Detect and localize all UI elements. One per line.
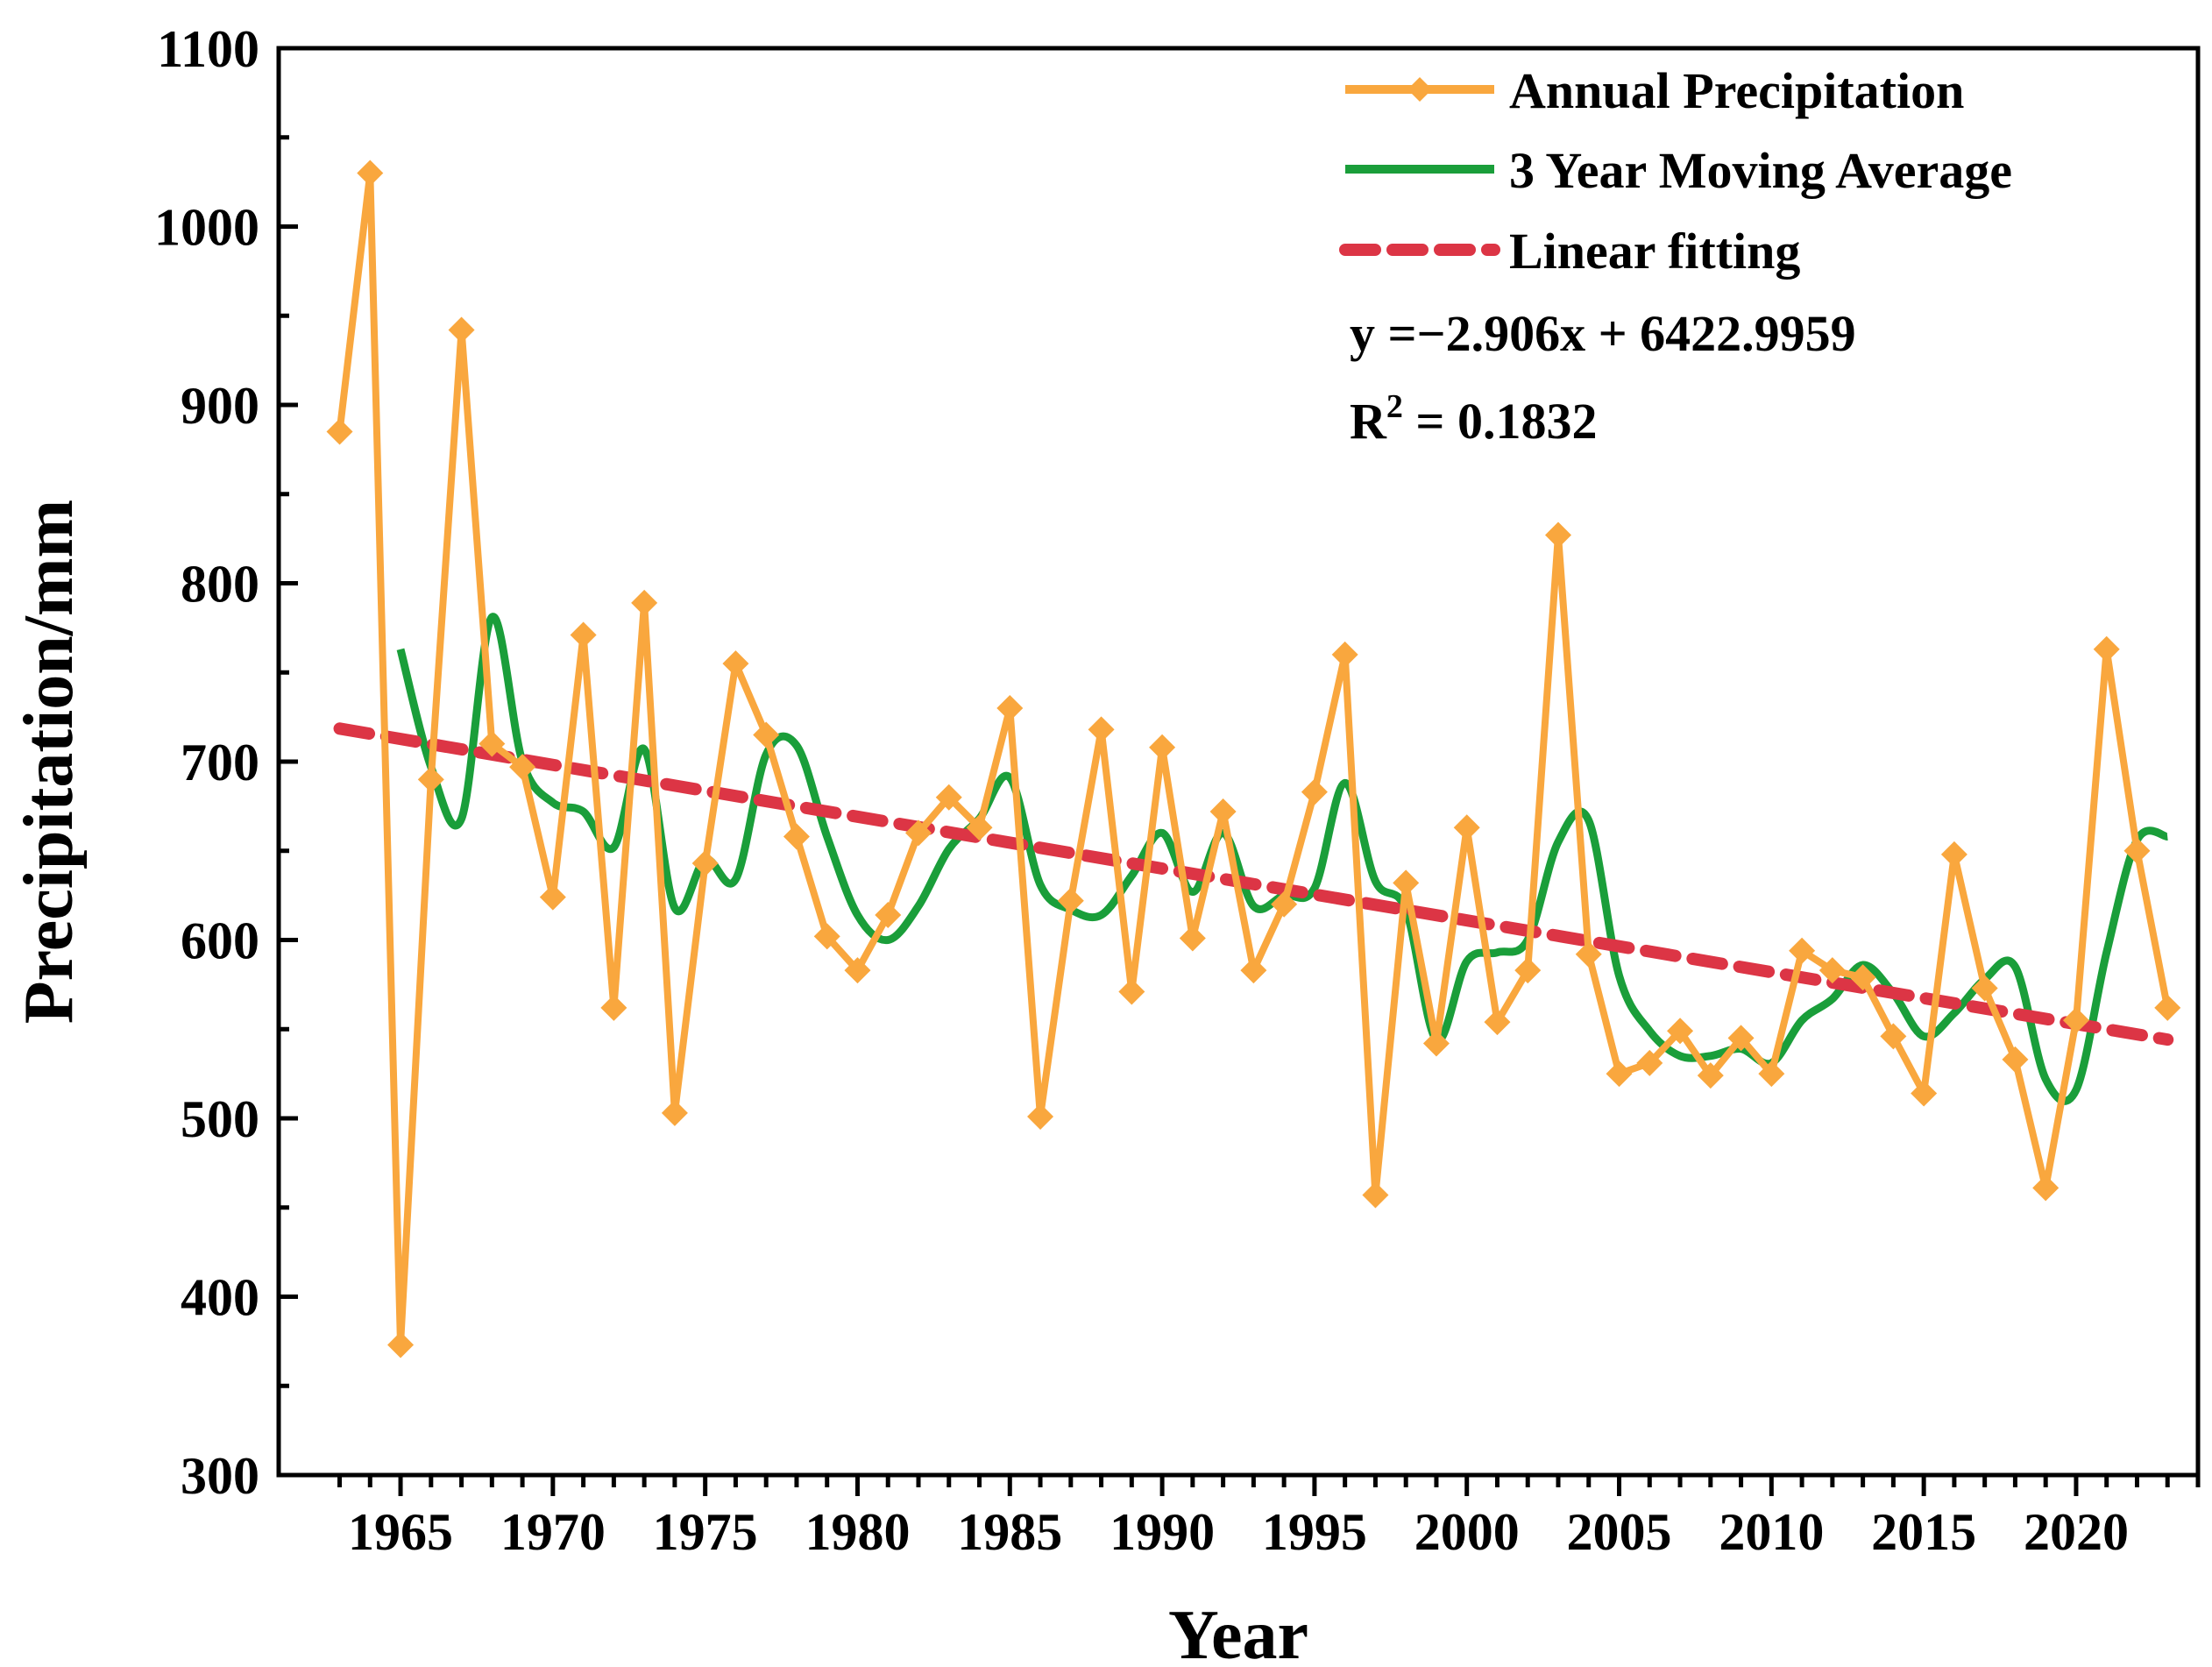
annual-marker-1994 xyxy=(1271,890,1298,918)
annual-marker-2019 xyxy=(2032,1174,2060,1202)
annual-marker-2004 xyxy=(1575,940,1602,968)
annual-marker-1967 xyxy=(448,316,475,344)
annual-marker-1984 xyxy=(966,814,993,841)
annual-marker-1980 xyxy=(844,957,871,984)
annual-marker-1996 xyxy=(1331,641,1358,668)
annual-marker-2013 xyxy=(1849,964,1876,991)
annual-marker-2003 xyxy=(1545,521,1571,549)
annual-marker-2010 xyxy=(1758,1060,1785,1088)
x-axis-title: Year xyxy=(1168,1597,1308,1667)
annual-marker-1972 xyxy=(600,994,627,1021)
series-layer xyxy=(326,160,2181,1358)
annual-marker-1981 xyxy=(875,902,902,929)
annual-marker-1999 xyxy=(1422,1030,1450,1057)
ticks-layer: 300 400 500 600 700 800 900 1000 1100 1965 1970 197… xyxy=(154,20,2201,1561)
x-tick-label-1965: 1965 xyxy=(348,1503,453,1561)
annual-marker-1997 xyxy=(1362,1181,1389,1209)
annual-marker-1987 xyxy=(1057,887,1084,914)
x-tick-label-1975: 1975 xyxy=(653,1503,758,1561)
annual-marker-1965 xyxy=(387,1331,415,1358)
x-tick-label-1970: 1970 xyxy=(500,1503,606,1561)
r-squared-value: = 0.1832 xyxy=(1403,393,1598,450)
annual-marker-2006 xyxy=(1636,1049,1663,1076)
y-tick-label-700: 700 xyxy=(181,734,259,791)
annual-marker-2005 xyxy=(1606,1060,1633,1088)
annual-marker-1977 xyxy=(753,721,780,748)
annual-marker-2012 xyxy=(1819,957,1846,984)
annual-marker-1982 xyxy=(905,819,932,847)
x-tick-label-2015: 2015 xyxy=(1871,1503,1976,1561)
annual-marker-2008 xyxy=(1697,1062,1724,1089)
x-tick-label-1995: 1995 xyxy=(1262,1503,1367,1561)
annual-marker-2016 xyxy=(1940,841,1967,868)
y-tick-label-600: 600 xyxy=(181,912,259,970)
x-tick-label-1990: 1990 xyxy=(1110,1503,1215,1561)
x-tick-label-2020: 2020 xyxy=(2024,1503,2129,1561)
annual-marker-1975 xyxy=(691,849,719,876)
annual-marker-1969 xyxy=(509,754,536,781)
y-tick-label-1100: 1100 xyxy=(157,20,259,78)
annual-marker-1995 xyxy=(1301,778,1328,805)
annual-marker-1970 xyxy=(539,883,566,911)
y-tick-label-900: 900 xyxy=(181,377,259,435)
annual-marker-2018 xyxy=(2002,1046,2029,1073)
annual-marker-1993 xyxy=(1240,957,1267,984)
annual-marker-1974 xyxy=(661,1099,688,1126)
annual-marker-1971 xyxy=(570,621,597,649)
annual-marker-2021 xyxy=(2093,635,2120,663)
x-tick-label-1985: 1985 xyxy=(957,1503,1062,1561)
fit-equation: y =−2.906x + 6422.9959 xyxy=(1350,305,1856,362)
annual-marker-2000 xyxy=(1453,814,1480,841)
y-tick-label-800: 800 xyxy=(181,556,259,614)
annual-marker-1979 xyxy=(813,923,840,950)
annual-marker-2022 xyxy=(2123,837,2151,864)
annual-marker-1991 xyxy=(1179,925,1206,952)
annual-marker-1985 xyxy=(996,694,1024,721)
x-tick-label-2010: 2010 xyxy=(1719,1503,1824,1561)
fit-r-squared: R2 = 0.1832 xyxy=(1350,388,1597,450)
legend-label-annual: Annual Precipitation xyxy=(1509,62,1964,119)
x-tick-label-2000: 2000 xyxy=(1414,1503,1520,1561)
annual-marker-1983 xyxy=(935,784,962,811)
x-tick-label-1980: 1980 xyxy=(805,1503,910,1561)
annual-marker-2002 xyxy=(1514,957,1542,984)
annual-marker-2023 xyxy=(2154,994,2181,1021)
legend-label-linear-fit: Linear fitting xyxy=(1509,223,1800,280)
annual-marker-2007 xyxy=(1667,1018,1694,1045)
y-tick-label-1000: 1000 xyxy=(154,199,259,257)
annual-marker-1990 xyxy=(1149,734,1176,761)
annual-marker-1964 xyxy=(357,160,384,187)
annual-marker-2001 xyxy=(1484,1009,1511,1036)
annual-marker-1986 xyxy=(1027,1103,1054,1130)
y-tick-label-400: 400 xyxy=(181,1269,259,1327)
legend-marker-annual xyxy=(1407,77,1432,102)
annual-marker-2009 xyxy=(1727,1025,1755,1052)
x-tick-label-2005: 2005 xyxy=(1567,1503,1672,1561)
annual-marker-1963 xyxy=(326,418,353,445)
annual-marker-1966 xyxy=(417,766,444,793)
annual-marker-1978 xyxy=(783,823,810,850)
annual-marker-1998 xyxy=(1393,869,1420,897)
annual-marker-2014 xyxy=(1880,1023,1907,1050)
annual-marker-1976 xyxy=(722,650,749,677)
annual-marker-2011 xyxy=(1789,937,1816,964)
legend-label-moving-average: 3 Year Moving Average xyxy=(1509,142,2012,199)
y-tick-label-500: 500 xyxy=(181,1090,259,1148)
r-squared-exponent: 2 xyxy=(1386,388,1403,425)
annual-marker-1973 xyxy=(631,589,658,616)
annual-marker-1992 xyxy=(1209,798,1237,825)
legend: Annual Precipitation 3 Year Moving Avera… xyxy=(1339,62,2012,450)
annual-marker-1988 xyxy=(1088,716,1115,743)
r-squared-prefix: R xyxy=(1350,393,1387,450)
annual-marker-2015 xyxy=(1911,1080,1938,1107)
annual-marker-2020 xyxy=(2062,1007,2089,1034)
annual-marker-2017 xyxy=(1971,975,1998,1002)
y-tick-label-300: 300 xyxy=(181,1447,259,1505)
annual-marker-1968 xyxy=(479,730,506,757)
y-axis-title: Precipitation/mm xyxy=(11,500,88,1024)
annual-marker-1989 xyxy=(1118,978,1145,1005)
